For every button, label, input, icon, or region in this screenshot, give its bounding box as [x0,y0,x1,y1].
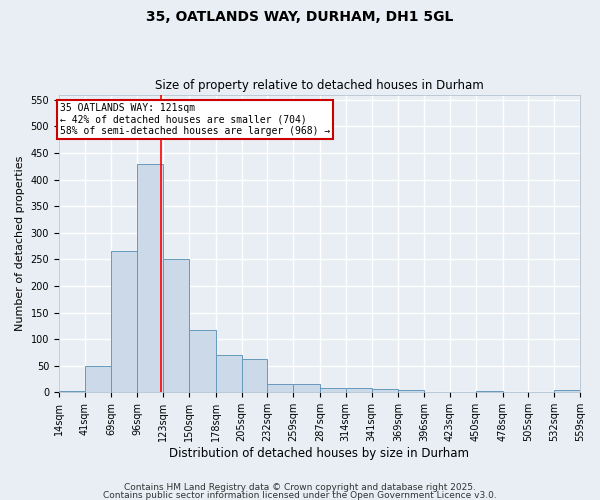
Bar [371,388,398,392]
Bar [346,388,371,392]
Bar [85,366,112,392]
Bar [59,391,85,392]
Bar [293,384,320,392]
Bar [189,330,216,392]
X-axis label: Distribution of detached houses by size in Durham: Distribution of detached houses by size … [169,447,469,460]
Title: Size of property relative to detached houses in Durham: Size of property relative to detached ho… [155,79,484,92]
Bar [163,260,189,392]
Bar [554,390,580,392]
Text: Contains public sector information licensed under the Open Government Licence v3: Contains public sector information licen… [103,490,497,500]
Bar [112,252,137,392]
Bar [137,164,163,392]
Text: Contains HM Land Registry data © Crown copyright and database right 2025.: Contains HM Land Registry data © Crown c… [124,484,476,492]
Bar [242,359,268,392]
Bar [268,384,293,392]
Bar [476,391,503,392]
Text: 35 OATLANDS WAY: 121sqm
← 42% of detached houses are smaller (704)
58% of semi-d: 35 OATLANDS WAY: 121sqm ← 42% of detache… [60,102,330,136]
Text: 35, OATLANDS WAY, DURHAM, DH1 5GL: 35, OATLANDS WAY, DURHAM, DH1 5GL [146,10,454,24]
Y-axis label: Number of detached properties: Number of detached properties [15,156,25,331]
Bar [216,355,242,393]
Bar [398,390,424,392]
Bar [320,388,346,392]
